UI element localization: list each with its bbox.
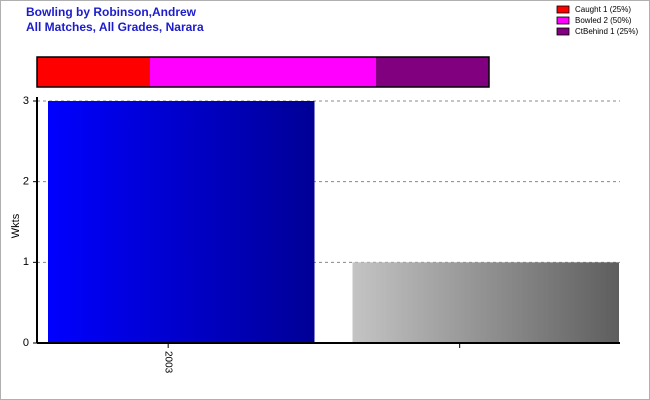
x-tick-label: 2003 (163, 351, 174, 374)
chart-subtitle: All Matches, All Grades, Narara (26, 20, 204, 34)
chart-title: Bowling by Robinson,Andrew (26, 5, 197, 19)
bar (352, 262, 619, 343)
y-axis-label: Wkts (10, 213, 22, 238)
legend-swatch (556, 5, 570, 14)
strip-segment (150, 57, 376, 87)
legend-swatch (556, 16, 570, 25)
y-tick-label: 3 (23, 95, 29, 107)
strip-segment (376, 57, 489, 87)
y-tick-label: 0 (23, 337, 29, 349)
y-tick-label: 2 (23, 176, 29, 188)
strip-border (36, 56, 490, 88)
strip-segment (37, 57, 150, 87)
legend-label: Caught 1 (25%) (575, 5, 631, 14)
legend-label: CtBehind 1 (25%) (575, 27, 638, 36)
legend-swatch (556, 27, 570, 36)
y-tick-label: 1 (23, 256, 29, 268)
legend-label: Bowled 2 (50%) (575, 16, 632, 25)
bar (48, 101, 315, 343)
